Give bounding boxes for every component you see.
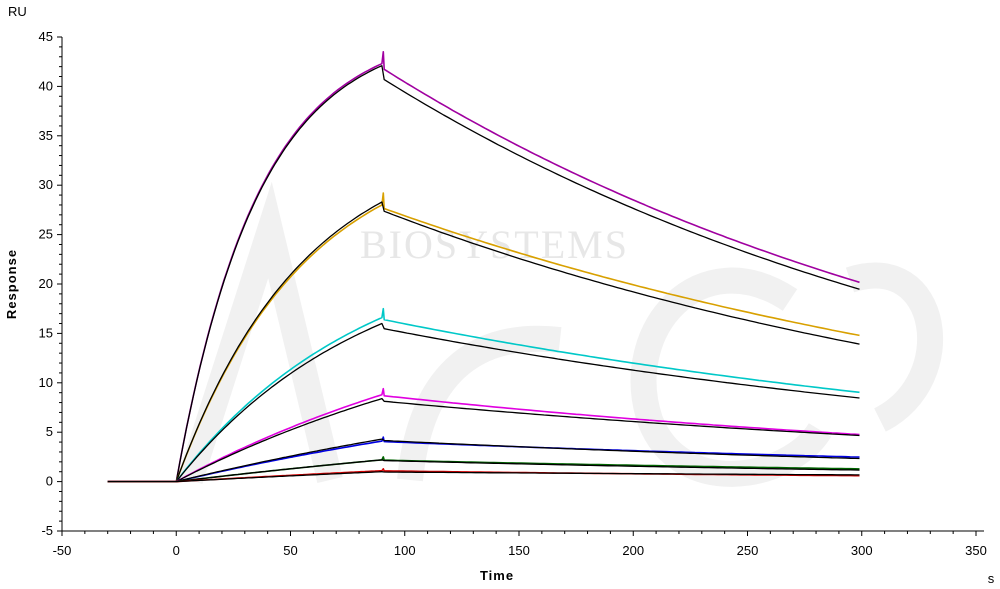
fit-curve bbox=[107, 322, 860, 483]
response-curve bbox=[107, 307, 860, 483]
response-curve bbox=[107, 192, 860, 483]
watermark-logo-shape bbox=[177, 181, 944, 487]
y-tick-label: 15 bbox=[39, 325, 53, 340]
x-tick-label: 150 bbox=[508, 543, 530, 558]
x-tick-label: 300 bbox=[851, 543, 873, 558]
x-tick-label: 50 bbox=[283, 543, 297, 558]
fit-curve bbox=[107, 201, 860, 483]
x-tick-label: 200 bbox=[622, 543, 644, 558]
x-tick-label: 350 bbox=[965, 543, 987, 558]
y-unit-label: RU bbox=[8, 4, 27, 19]
y-tick-label: -5 bbox=[41, 523, 53, 538]
x-tick-label: 0 bbox=[173, 543, 180, 558]
y-tick-label: 20 bbox=[39, 276, 53, 291]
watermark-text: BIOSYSTEMS bbox=[360, 222, 629, 267]
fit-curve bbox=[107, 459, 860, 483]
fit-curve bbox=[107, 65, 860, 483]
x-tick-label: 250 bbox=[737, 543, 759, 558]
y-tick-label: 5 bbox=[46, 424, 53, 439]
y-tick-label: 45 bbox=[39, 29, 53, 44]
x-tick-label: 100 bbox=[394, 543, 416, 558]
x-unit-label: s bbox=[988, 571, 995, 586]
response-curve bbox=[107, 387, 860, 483]
y-tick-label: 30 bbox=[39, 177, 53, 192]
x-ticks: -50 0 50 100 150 200 250 300 350 bbox=[53, 531, 987, 558]
x-axis-title: Time bbox=[480, 568, 514, 583]
fit-curve bbox=[107, 397, 860, 483]
watermark: BIOSYSTEMS bbox=[177, 181, 944, 487]
y-tick-label: 10 bbox=[39, 375, 53, 390]
y-axis-title: Response bbox=[4, 249, 19, 319]
y-tick-label: 25 bbox=[39, 227, 53, 242]
response-curve bbox=[107, 51, 860, 483]
y-tick-label: 35 bbox=[39, 128, 53, 143]
fit-curve bbox=[107, 438, 860, 483]
series-group bbox=[107, 51, 860, 483]
y-ticks: -5 0 5 10 15 20 25 30 35 40 45 bbox=[39, 29, 62, 538]
fit-curve bbox=[107, 471, 860, 483]
x-tick-label: -50 bbox=[53, 543, 72, 558]
y-tick-label: 0 bbox=[46, 474, 53, 489]
y-tick-label: 40 bbox=[39, 78, 53, 93]
